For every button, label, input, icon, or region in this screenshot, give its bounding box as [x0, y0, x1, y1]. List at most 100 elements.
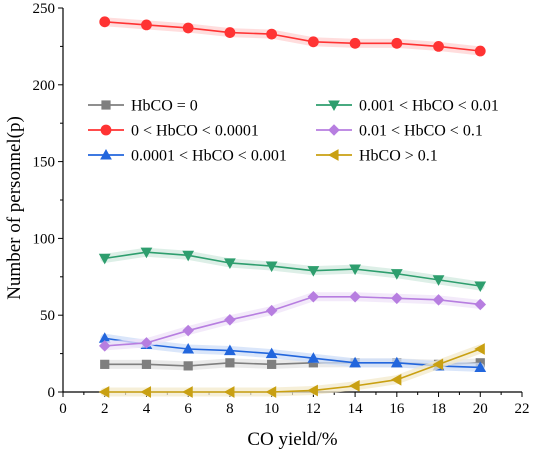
data-point	[390, 269, 403, 280]
data-point	[432, 294, 445, 306]
data-point	[474, 361, 487, 372]
x-tick-label: 18	[431, 401, 446, 417]
series-5	[98, 291, 487, 352]
data-point	[224, 27, 236, 38]
x-tick-label: 4	[143, 401, 151, 417]
legend-item: 0.01 < HbCO < 0.1	[316, 123, 483, 140]
x-axis-title: CO yield/%	[247, 429, 337, 450]
legend-marker	[328, 124, 340, 136]
data-point	[307, 384, 318, 397]
data-point	[474, 343, 485, 355]
series-line	[104, 295, 481, 347]
y-tick-label: 100	[33, 231, 56, 247]
legend-label: 0.0001 < HbCO < 0.001	[131, 148, 287, 165]
data-point	[100, 359, 110, 369]
x-tick-label: 12	[306, 401, 321, 417]
x-tick-label: 2	[101, 401, 109, 417]
legend-label: 0 < HbCO < 0.0001	[131, 123, 259, 140]
legend-item: 0.001 < HbCO < 0.01	[316, 98, 499, 115]
data-point	[307, 352, 320, 363]
data-point	[307, 36, 319, 48]
data-point	[265, 386, 277, 398]
data-point	[141, 19, 152, 31]
data-point	[474, 281, 487, 293]
data-point	[182, 250, 195, 262]
legend-item: HbCO > 0.1	[316, 148, 438, 165]
data-point	[141, 359, 152, 369]
data-point	[98, 253, 111, 265]
legend-label: 0.001 < HbCO < 0.01	[359, 98, 499, 115]
legend-marker	[100, 124, 112, 136]
y-tick-label: 250	[33, 1, 56, 17]
data-point	[182, 342, 195, 354]
data-point	[265, 261, 278, 273]
x-tick-label: 10	[264, 401, 279, 417]
legend-marker	[100, 148, 112, 160]
data-point	[265, 304, 278, 317]
data-point	[224, 258, 236, 269]
x-tick-label: 0	[59, 401, 67, 417]
series-2	[99, 16, 486, 57]
data-point	[474, 298, 487, 311]
data-point	[390, 356, 403, 368]
y-tick-label: 50	[40, 308, 55, 324]
data-point	[140, 337, 153, 349]
data-point	[140, 386, 152, 398]
data-point	[265, 347, 278, 359]
data-point	[432, 358, 444, 371]
y-axis-title: Number of personnel(p)	[4, 116, 25, 300]
data-point	[182, 386, 193, 398]
data-point	[349, 379, 360, 392]
legend-label: HbCO > 0.1	[359, 148, 438, 165]
legend-marker	[327, 149, 339, 161]
series-line	[104, 348, 481, 393]
y-tick-label: 150	[33, 155, 56, 171]
data-point	[390, 373, 402, 386]
data-point	[183, 361, 193, 371]
legend: HbCO = 0 0 < HbCO < 0.0001 0.0001 < HbCO <…	[88, 98, 499, 165]
data-point	[349, 291, 361, 303]
data-point	[432, 275, 445, 286]
data-point	[140, 247, 153, 259]
series-group	[98, 16, 487, 398]
data-point	[225, 358, 235, 368]
legend-item: HbCO = 0	[88, 98, 198, 115]
x-tick-label: 8	[226, 401, 234, 417]
data-point	[433, 41, 444, 52]
series-4	[98, 247, 487, 293]
x-tick-label: 14	[348, 401, 364, 417]
series-line	[104, 337, 481, 369]
data-point	[182, 22, 194, 34]
y-tick-label: 200	[33, 78, 56, 94]
x-tick-label: 22	[515, 401, 530, 417]
data-point	[307, 266, 320, 277]
legend-label: 0.01 < HbCO < 0.1	[359, 123, 483, 140]
legend-item: 0 < HbCO < 0.0001	[88, 123, 259, 140]
legend-item: 0.0001 < HbCO < 0.001	[88, 148, 287, 165]
series-line	[104, 251, 481, 287]
data-point	[266, 28, 278, 40]
legend-marker	[101, 100, 111, 110]
data-point	[349, 356, 361, 368]
data-point	[224, 344, 236, 356]
x-tick-label: 6	[184, 401, 192, 417]
y-tick-label: 0	[48, 385, 56, 401]
data-point	[391, 37, 403, 49]
data-point	[98, 340, 111, 352]
data-point	[99, 16, 111, 28]
data-point	[223, 386, 235, 398]
data-point	[224, 314, 236, 326]
series-line	[104, 21, 481, 52]
data-point	[98, 386, 110, 398]
x-tick-label: 16	[389, 401, 405, 417]
data-point	[349, 264, 361, 276]
series-6	[98, 343, 485, 398]
data-point	[182, 324, 194, 337]
data-point	[391, 292, 403, 305]
data-point	[267, 359, 277, 369]
data-point	[349, 37, 361, 49]
legend-label: HbCO = 0	[131, 98, 198, 115]
data-point	[307, 291, 320, 303]
